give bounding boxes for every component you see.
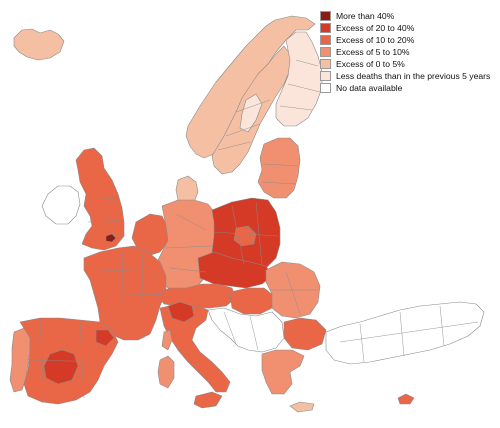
legend-item-less-deaths: Less deaths than in the previous 5 years (320, 70, 490, 82)
legend-swatch (320, 35, 331, 45)
legend-item-excess-0-5: Excess of 0 to 5% (320, 58, 490, 70)
region-turkey[interactable] (325, 301, 485, 365)
region-cyprus[interactable] (397, 393, 415, 405)
legend-item-excess-10-20: Excess of 10 to 20% (320, 34, 490, 46)
region-france[interactable] (83, 245, 167, 341)
region-balkans[interactable] (207, 307, 285, 353)
region-baltics[interactable] (257, 137, 301, 199)
region-bulgaria[interactable] (283, 317, 327, 351)
region-greece[interactable] (261, 349, 305, 395)
region-hotspot-warsaw[interactable] (233, 225, 257, 247)
legend-swatch (320, 71, 331, 81)
region-corsica[interactable] (161, 329, 173, 351)
region-hotspot-madrid[interactable] (43, 349, 79, 385)
legend-item-excess-20-40: Excess of 20 to 40% (320, 22, 490, 34)
region-hotspot-north-sweden[interactable] (239, 93, 263, 133)
legend-label: Less deaths than in the previous 5 years (336, 71, 491, 81)
legend-swatch (320, 83, 331, 93)
legend-swatch (320, 59, 331, 69)
legend-item-excess-5-10: Excess of 5 to 10% (320, 46, 490, 58)
region-italy[interactable] (159, 303, 231, 393)
legend-swatch (320, 47, 331, 57)
region-crete[interactable] (289, 401, 315, 413)
legend-label: Excess of 5 to 10% (336, 47, 410, 57)
legend-label: More than 40% (336, 11, 395, 21)
region-hungary[interactable] (229, 287, 275, 315)
legend-swatch (320, 11, 331, 21)
legend-label: Excess of 0 to 5% (336, 59, 405, 69)
legend-item-more-than-40: More than 40% (320, 10, 490, 22)
region-borders (31, 59, 479, 401)
legend-swatch (320, 23, 331, 33)
region-iceland[interactable] (13, 28, 65, 61)
legend-label: No data available (336, 83, 403, 93)
region-hotspot-london[interactable] (105, 233, 117, 243)
region-ireland[interactable] (41, 185, 81, 225)
region-hotspot-catalonia[interactable] (95, 329, 115, 347)
region-benelux[interactable] (131, 213, 169, 257)
legend-label: Excess of 10 to 20% (336, 35, 415, 45)
map-legend: More than 40% Excess of 20 to 40% Excess… (320, 10, 490, 94)
legend-item-no-data: No data available (320, 82, 490, 94)
region-sicily[interactable] (193, 391, 223, 409)
legend-label: Excess of 20 to 40% (336, 23, 415, 33)
region-hotspot-lombardy[interactable] (167, 301, 195, 323)
region-sardinia[interactable] (157, 355, 175, 389)
region-finland[interactable] (275, 31, 323, 127)
